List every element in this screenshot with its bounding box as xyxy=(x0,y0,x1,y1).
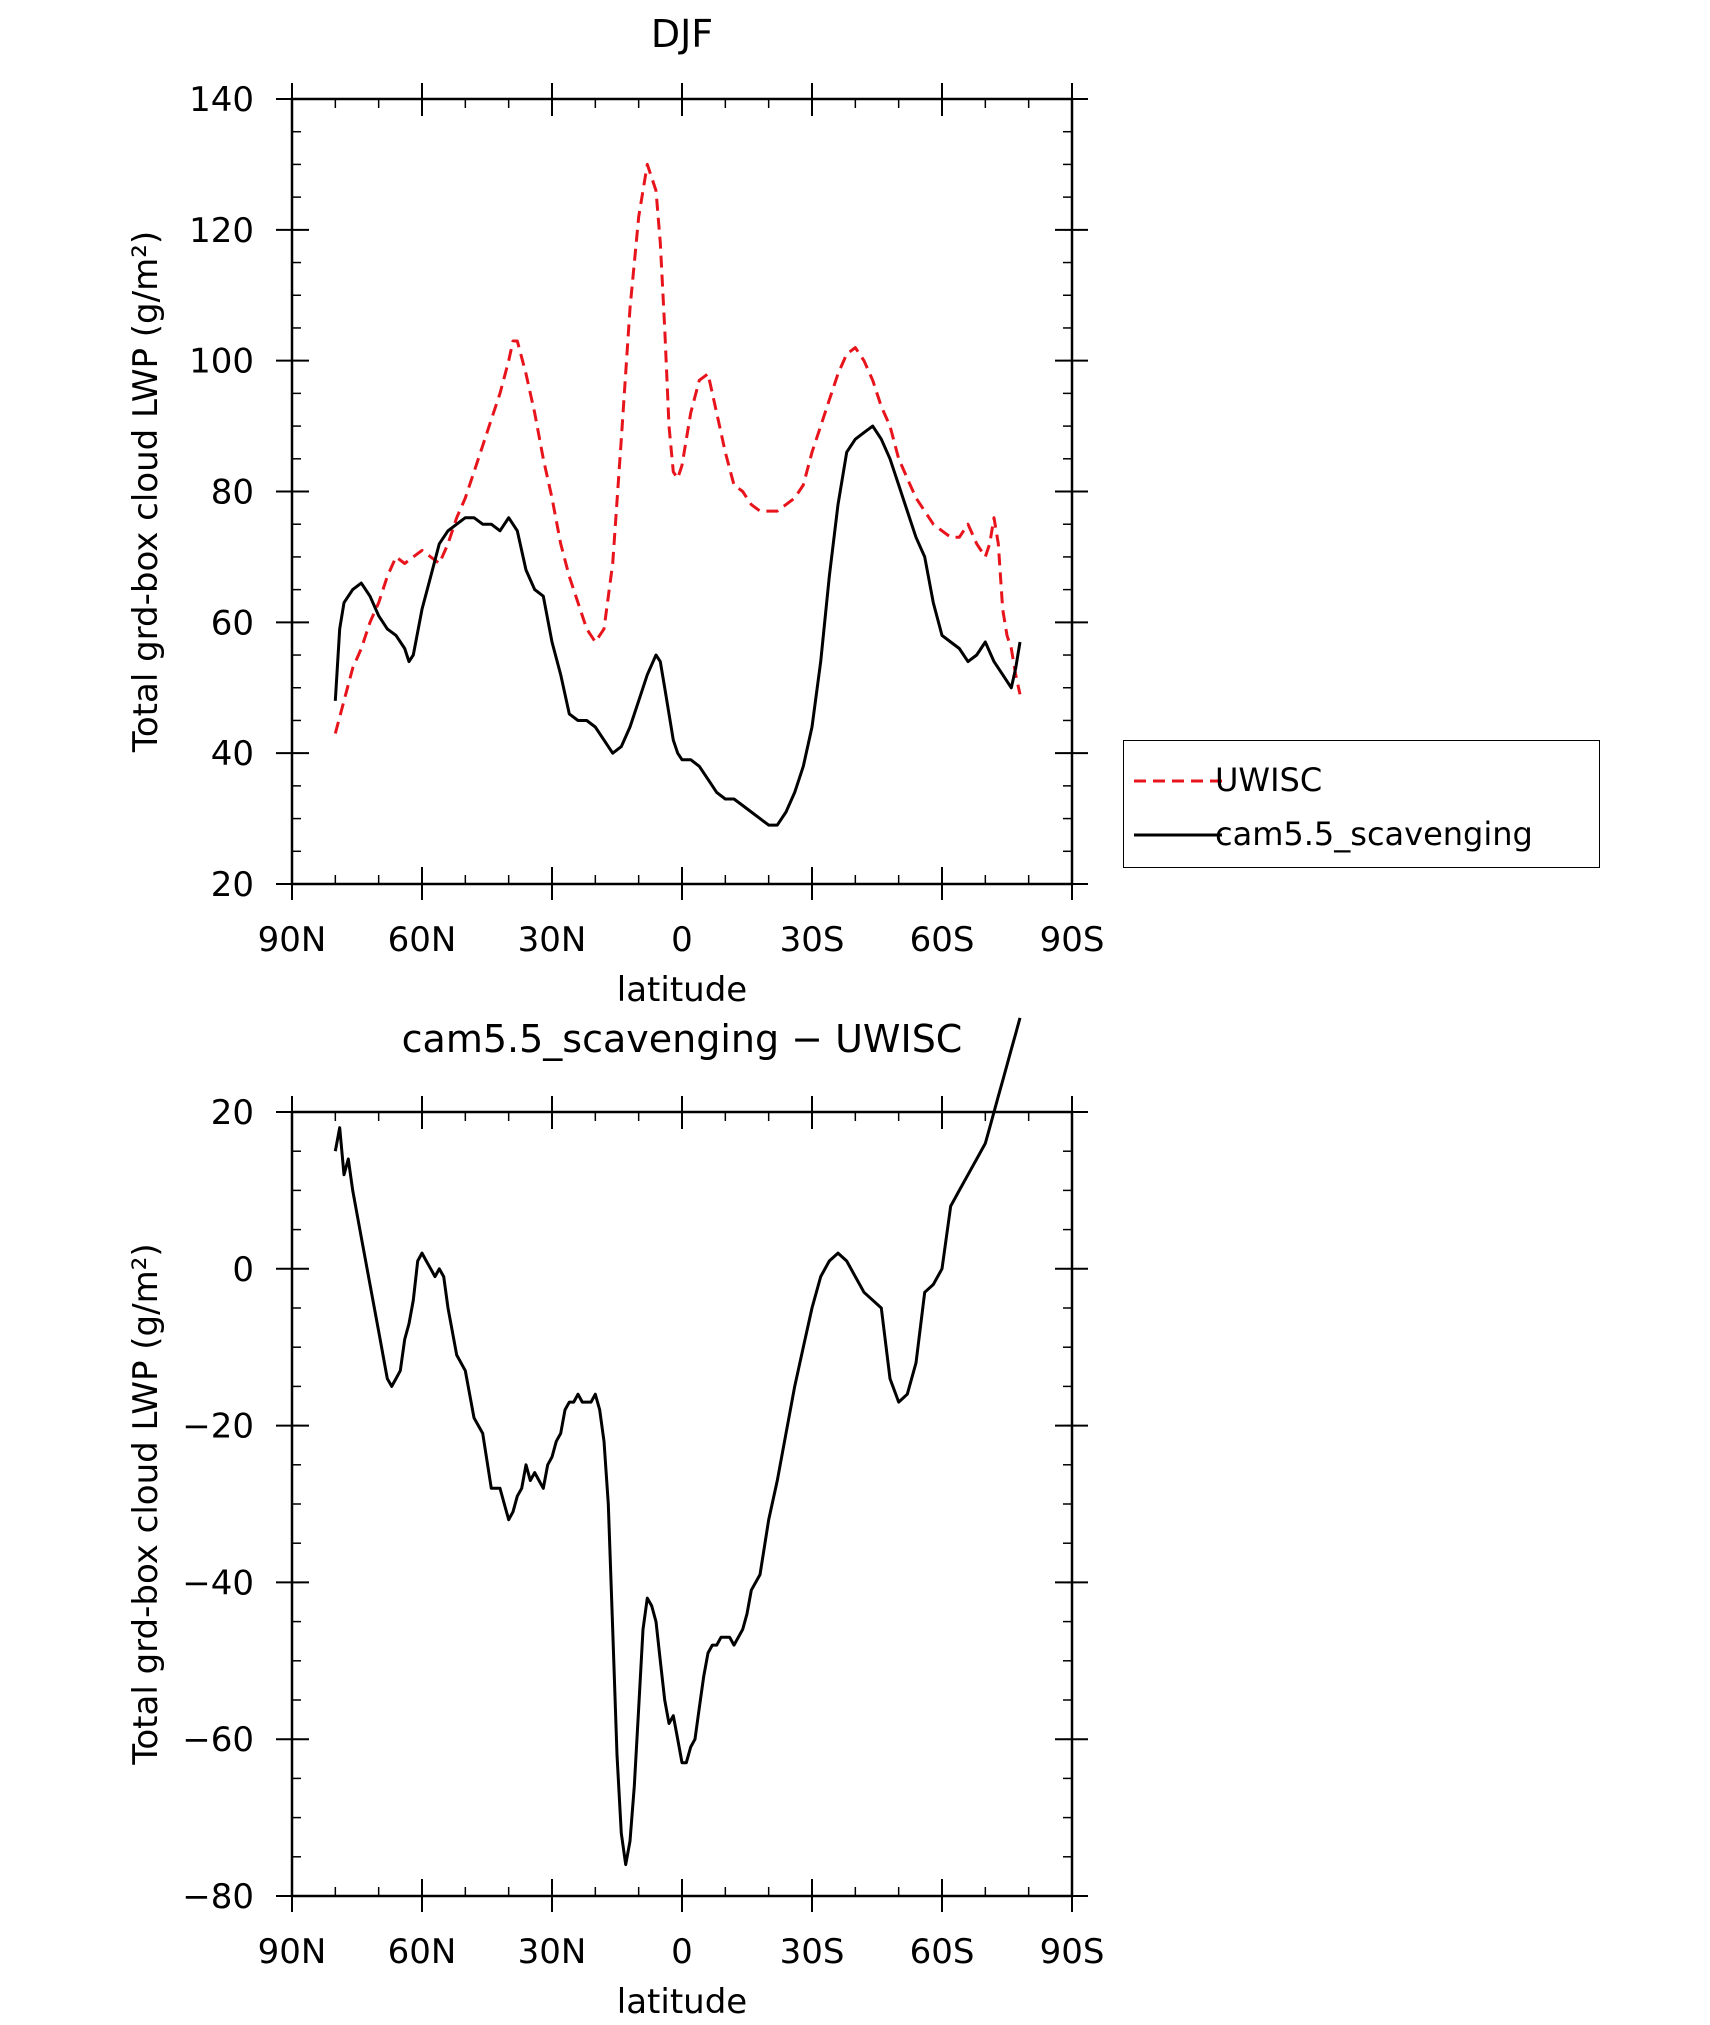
x-tick-label: 0 xyxy=(671,1932,693,1972)
legend-entry-cam: cam5.5_scavenging xyxy=(1124,813,1599,853)
bottom-panel: cam5.5_scavenging − UWISC −80 −60 −40 −20 0 20… xyxy=(126,1017,1105,2022)
y-tick-label: −40 xyxy=(182,1563,254,1603)
x-tick-label: 90S xyxy=(1040,1932,1105,1972)
y-tick-label: 20 xyxy=(211,1093,254,1133)
x-tick-label: 90N xyxy=(258,1932,327,1972)
x-tick-label: 30S xyxy=(780,920,845,960)
y-tick-label: −20 xyxy=(182,1407,254,1447)
y-tick-label: 40 xyxy=(211,734,254,774)
x-tick-label: 60N xyxy=(388,920,457,960)
chart-title: DJF xyxy=(651,12,713,56)
x-tick-label: 0 xyxy=(671,920,693,960)
y-axis-label: Total grd-box cloud LWP (g/m²) xyxy=(126,231,166,753)
x-tick-label: 30N xyxy=(518,1932,587,1972)
y-tick-label: 20 xyxy=(211,865,254,905)
y-tick-label: −60 xyxy=(182,1720,254,1760)
x-tick-label: 60N xyxy=(388,1932,457,1972)
y-tick-label: 120 xyxy=(189,211,254,251)
legend-label-uwisc: UWISC xyxy=(1215,761,1323,799)
legend-swatch-cam xyxy=(1134,833,1222,837)
y-tick-label: 60 xyxy=(211,603,254,643)
y-tick-label: 140 xyxy=(189,80,254,120)
x-axis-label: latitude xyxy=(617,1982,747,2021)
y-tick-label: 100 xyxy=(189,342,254,382)
top-panel: DJF 20 40 60 80 100 120 140 90N 60N 30N 0 30S 60S 90S l… xyxy=(126,12,1104,1010)
chart-title: cam5.5_scavenging − UWISC xyxy=(402,1017,963,1061)
x-tick-label: 30S xyxy=(780,1932,845,1972)
y-tick-label: 0 xyxy=(232,1250,254,1290)
y-tick-label: −80 xyxy=(182,1877,254,1917)
y-axis-label: Total grd-box cloud LWP (g/m²) xyxy=(126,1243,166,1765)
legend: UWISC cam5.5_scavenging xyxy=(1123,740,1600,868)
plot-frame xyxy=(290,1110,1074,1898)
x-tick-label: 90N xyxy=(258,920,327,960)
series-line-uwisc xyxy=(333,162,1022,734)
series-line-cam5-5-scavenging xyxy=(333,424,1022,827)
legend-swatch-uwisc xyxy=(1134,779,1222,783)
legend-label-cam: cam5.5_scavenging xyxy=(1215,815,1533,853)
legend-entry-uwisc: UWISC xyxy=(1124,759,1599,799)
series-line-difference xyxy=(333,1017,1022,1867)
x-tick-label: 60S xyxy=(910,1932,975,1972)
x-tick-label: 30N xyxy=(518,920,587,960)
x-axis-label: latitude xyxy=(617,970,747,1010)
x-tick-label: 90S xyxy=(1040,920,1105,960)
y-tick-label: 80 xyxy=(211,473,254,513)
plot-frame xyxy=(290,97,1074,886)
x-tick-label: 60S xyxy=(910,920,975,960)
